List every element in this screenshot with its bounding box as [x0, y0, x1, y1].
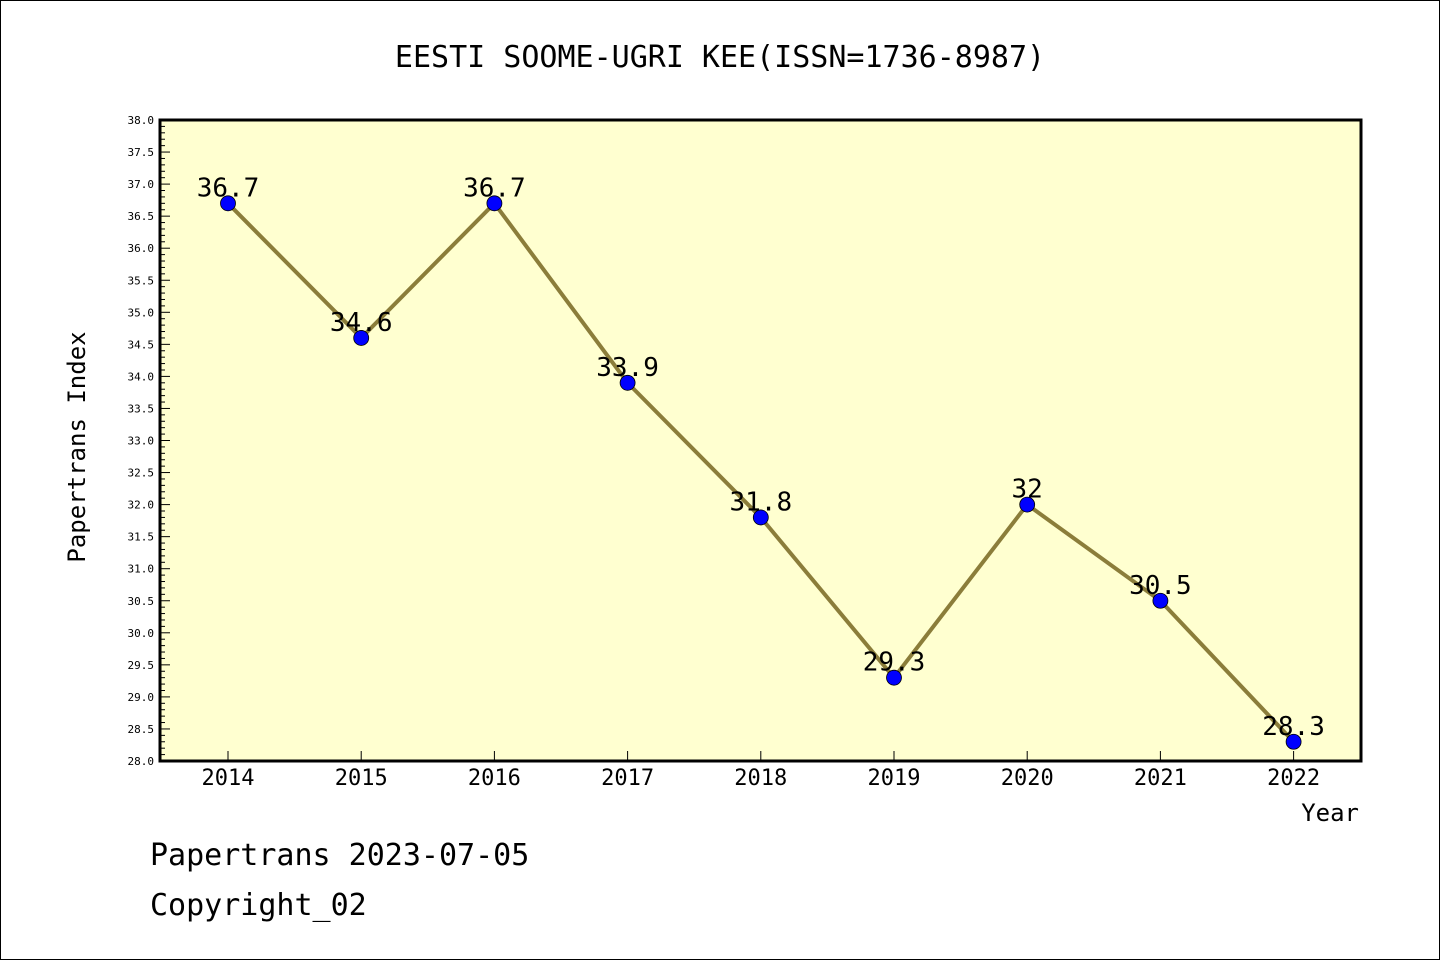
x-tick-label: 2018	[734, 766, 787, 791]
y-tick-label: 37.5	[128, 146, 155, 159]
y-tick-label: 35.5	[128, 274, 155, 287]
y-tick-label: 31.0	[128, 563, 155, 576]
y-tick-label: 33.0	[128, 435, 155, 448]
y-tick-label: 34.5	[128, 338, 155, 351]
data-point	[886, 669, 902, 686]
x-tick-label: 2014	[202, 766, 255, 791]
x-tick-label: 2020	[1001, 766, 1054, 791]
y-tick-label: 32.0	[128, 499, 155, 512]
data-point	[1285, 733, 1302, 750]
data-point	[1019, 496, 1036, 513]
y-tick-label: 34.0	[128, 370, 155, 383]
x-tick-label: 2017	[601, 766, 654, 791]
y-tick-label: 29.5	[128, 659, 155, 672]
x-axis-label: Year	[1301, 799, 1359, 827]
x-tick-label: 2015	[335, 766, 388, 791]
data-point	[220, 195, 236, 212]
y-tick-label: 32.5	[128, 467, 155, 480]
plot-area	[160, 120, 1361, 761]
x-tick-label: 2021	[1134, 766, 1187, 791]
y-tick-label: 31.5	[128, 531, 155, 544]
x-axis-ticks: 2014 2015 2016 2017 2018 2019 2020 2021 2022	[202, 751, 1320, 791]
data-point	[486, 195, 503, 212]
data-point	[353, 330, 370, 346]
y-tick-label: 29.0	[128, 691, 155, 704]
y-tick-label: 38.0	[128, 114, 155, 127]
x-tick-label: 2016	[468, 766, 521, 791]
data-point	[619, 374, 636, 391]
y-tick-label: 35.0	[128, 306, 155, 319]
data-point	[752, 509, 769, 526]
y-tick-label: 28.5	[128, 723, 155, 736]
y-axis-ticks: 28.0 28.5 29.0 29.5 30.0 30.5 31.0 31.5 32.0 32.5…	[128, 114, 170, 768]
y-tick-label: 30.0	[128, 627, 155, 640]
x-tick-label: 2022	[1267, 766, 1320, 791]
x-tick-label: 2019	[868, 766, 921, 791]
y-tick-label: 37.0	[128, 178, 155, 191]
y-axis-label: Papertrans Index	[63, 331, 91, 562]
y-tick-label: 36.0	[128, 242, 155, 255]
footer-date-line: Papertrans 2023-07-05	[150, 838, 529, 873]
plot-border	[158, 118, 1363, 763]
chart-title: EESTI SOOME-UGRI KEE(ISSN=1736-8987)	[395, 40, 1045, 75]
data-point	[1152, 592, 1169, 609]
footer-copyright: Copyright_02	[150, 888, 367, 923]
y-tick-label: 36.5	[128, 210, 155, 223]
y-tick-label: 30.5	[128, 595, 155, 608]
y-tick-label: 33.5	[128, 402, 155, 415]
y-tick-label: 28.0	[128, 755, 155, 768]
